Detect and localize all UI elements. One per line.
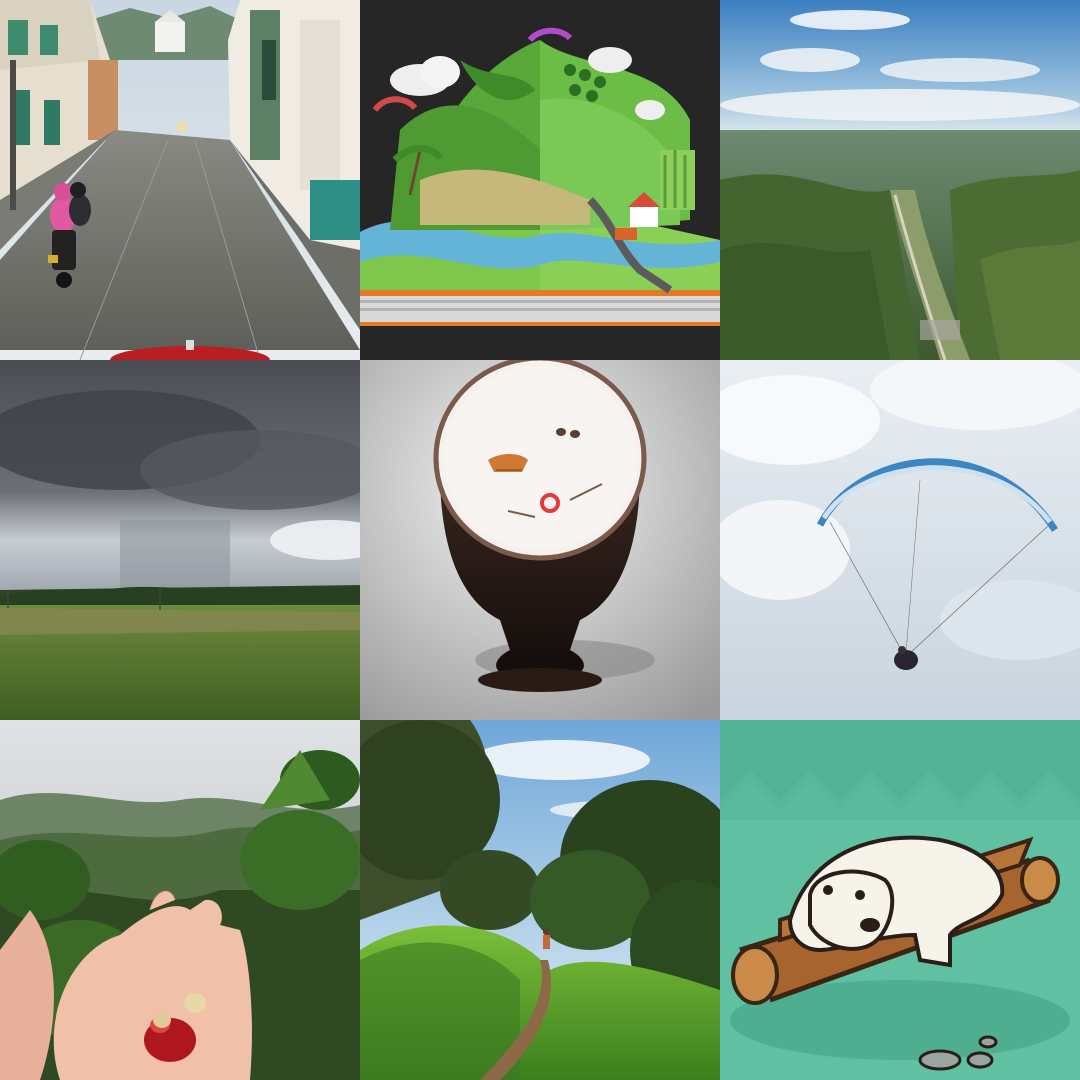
photo-tile-coffee-cup[interactable] xyxy=(360,360,720,720)
popup-book-image xyxy=(360,0,720,360)
photo-tile-storm-field[interactable] xyxy=(0,360,360,720)
photo-tile-coffee-cherries[interactable] xyxy=(0,720,360,1080)
aerial-valley-image xyxy=(720,0,1080,360)
photo-tile-town-street[interactable] xyxy=(0,0,360,360)
hillside-trail-image xyxy=(360,720,720,1080)
photo-tile-hillside-trail[interactable] xyxy=(360,720,720,1080)
photo-tile-paraglider[interactable] xyxy=(720,360,1080,720)
town-street-image xyxy=(0,0,360,360)
polar-bear-image xyxy=(720,720,1080,1080)
paraglider-image xyxy=(720,360,1080,720)
photo-tile-aerial-valley[interactable] xyxy=(720,0,1080,360)
photo-tile-popup-book[interactable] xyxy=(360,0,720,360)
photo-tile-polar-bear[interactable] xyxy=(720,720,1080,1080)
coffee-cup-image xyxy=(360,360,720,720)
storm-field-image xyxy=(0,360,360,720)
coffee-cherries-image xyxy=(0,720,360,1080)
